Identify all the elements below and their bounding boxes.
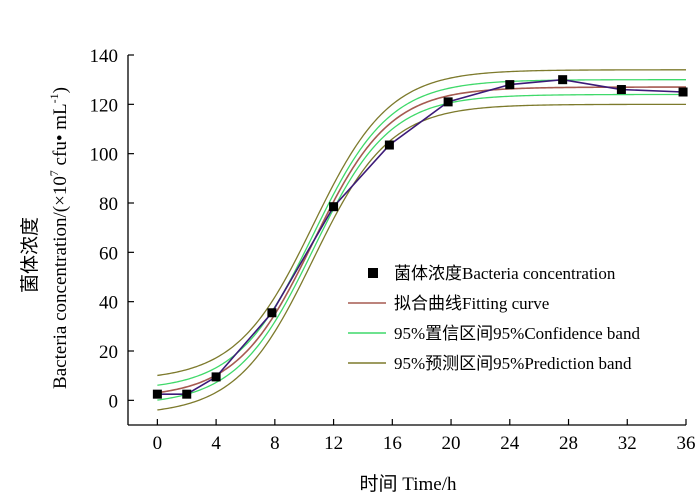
data-point (384, 140, 394, 150)
fitting-curve (157, 86, 687, 394)
y-tick-label: 20 (99, 342, 118, 363)
y-tick-label: 100 (90, 145, 119, 166)
data-point (558, 75, 568, 85)
data-point (443, 97, 453, 107)
y-axis-title-en: Bacteria concentration/(×107 cfu• mL-1) (47, 87, 71, 389)
x-tick-label: 36 (677, 433, 696, 454)
data-point (678, 87, 688, 97)
legend-label: 菌体浓度Bacteria concentration (394, 264, 616, 283)
data-point (182, 389, 192, 399)
x-tick-label: 32 (618, 433, 637, 454)
y-axis-title-main: Bacteria concentration/(×10 (50, 176, 71, 389)
y-axis-title-close: ) (50, 87, 71, 93)
confidence-band-group (157, 79, 687, 401)
confidence-band-upper (157, 79, 687, 386)
y-axis-title-unit-exp: -1 (47, 93, 61, 103)
x-axis-title: 时间 Time/h (360, 473, 457, 495)
confidence-band-lower (157, 93, 687, 401)
y-tick-label: 80 (99, 194, 118, 215)
x-tick-label: 20 (442, 433, 461, 454)
x-tick-label: 0 (153, 433, 163, 454)
data-point (505, 80, 515, 90)
legend: 菌体浓度Bacteria concentration 拟合曲线Fitting cu… (348, 264, 640, 373)
data-point (616, 85, 626, 95)
data-point (211, 372, 221, 382)
y-axis-title-unit: cfu• mL (50, 103, 71, 170)
x-tick-label: 8 (270, 433, 280, 454)
x-tick-label: 4 (211, 433, 221, 454)
y-tick-label: 120 (90, 95, 119, 116)
prediction-band-upper (157, 69, 686, 377)
axes-group: 0 4 8 12 16 20 24 28 32 36 0 20 40 60 80 100 120 140 (90, 46, 696, 454)
x-tick-label: 24 (500, 433, 520, 454)
fitting-curve-group (157, 86, 687, 394)
x-tick-label: 16 (383, 433, 402, 454)
data-connecting-line (157, 78, 684, 395)
y-axis-title-cn: 菌体浓度 (19, 217, 41, 293)
data-points-group (152, 75, 688, 399)
y-tick-label: 0 (109, 391, 119, 412)
legend-label: 95%置信区间95%Confidence band (394, 324, 640, 343)
y-tick-label: 40 (99, 293, 118, 314)
y-tick-label: 60 (99, 243, 118, 264)
x-tick-label: 28 (559, 433, 578, 454)
legend-label: 95%预测区间95%Prediction band (394, 354, 632, 373)
data-point (267, 308, 277, 318)
legend-label: 拟合曲线Fitting curve (394, 294, 549, 313)
data-point (152, 389, 162, 399)
data-point (329, 202, 339, 212)
x-tick-label: 12 (324, 433, 343, 454)
legend-marker (368, 268, 378, 278)
y-axis-title-exp: 7 (47, 170, 61, 176)
connecting-line-group (157, 78, 684, 395)
y-tick-label: 140 (90, 46, 119, 67)
